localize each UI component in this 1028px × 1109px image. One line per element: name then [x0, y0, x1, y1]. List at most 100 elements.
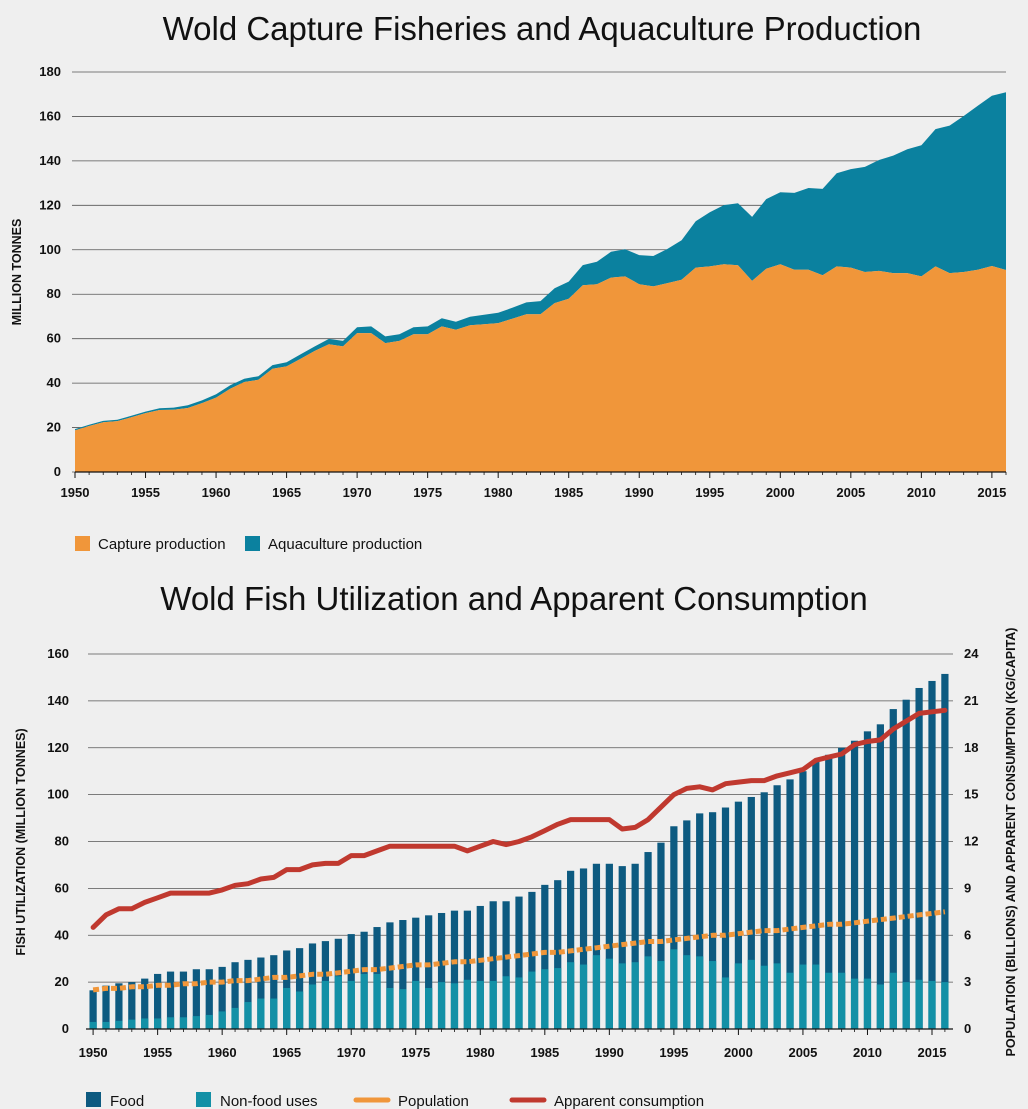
non-food-uses-bar [941, 982, 949, 1029]
non-food-uses-bar [283, 987, 291, 1029]
food-bar [425, 915, 433, 1029]
chart2-y2-tick-label: 0 [964, 1021, 971, 1036]
non-food-uses-bar [773, 963, 781, 1029]
non-food-uses-bar [928, 980, 936, 1029]
chart2-legend-label: Population [398, 1093, 469, 1109]
non-food-uses-bar [115, 1020, 123, 1029]
food-bar [941, 673, 949, 1029]
non-food-uses-bar [515, 977, 523, 1029]
non-food-uses-bar [141, 1018, 149, 1029]
food-bar [760, 792, 768, 1029]
non-food-uses-bar [257, 998, 265, 1029]
chart2-y2-tick-label: 21 [964, 693, 978, 708]
food-bar [734, 801, 743, 1029]
chart1-areas [75, 92, 1006, 472]
chart1-x-tick-label: 2005 [836, 485, 865, 500]
chart2-legend-swatch [196, 1092, 211, 1107]
food-bar [579, 868, 588, 1029]
chart1-x-tick-label: 1965 [272, 485, 301, 500]
food-bar [115, 983, 123, 1029]
non-food-uses-bar [670, 949, 678, 1029]
food-bar [747, 796, 755, 1029]
chart2-y-tick-label: 20 [55, 974, 69, 989]
chart1-x-tick-label: 1990 [625, 485, 654, 500]
non-food-uses-bar [502, 976, 510, 1029]
chart1-y-tick-label: 100 [39, 242, 61, 257]
chart2-x-tick-label: 1975 [401, 1045, 430, 1060]
chart2-legend-swatch [86, 1092, 101, 1107]
non-food-uses-bar [179, 1017, 188, 1029]
chart2-y2-tick-label: 6 [964, 927, 971, 942]
capture-production-area [75, 264, 1006, 472]
non-food-uses-bar [708, 961, 717, 1029]
food-bar [244, 959, 252, 1029]
non-food-uses-bar [463, 979, 471, 1029]
chart1-y-tick-label: 20 [47, 420, 61, 435]
chart1-y-tick-label: 120 [39, 197, 61, 212]
food-bar [825, 754, 833, 1029]
chart2-x-tick-label: 2010 [853, 1045, 882, 1060]
chart1-title: Wold Capture Fisheries and Aquaculture P… [162, 10, 922, 47]
chart1-x-tick-label: 1995 [695, 485, 724, 500]
non-food-uses-bar [270, 998, 278, 1029]
non-food-uses-bar [373, 973, 381, 1029]
chart2-legend: Food Non-food uses Population Apparent cons… [86, 1092, 704, 1109]
chart1-legend-swatch [75, 536, 90, 551]
chart2-y-tick-label: 160 [47, 646, 69, 661]
non-food-uses-bar [618, 963, 626, 1029]
chart2-y2-tick-label: 12 [964, 834, 978, 849]
chart2-bars [89, 673, 949, 1029]
chart2-x-tick-label: 1965 [272, 1045, 301, 1060]
chart1-x-tick-label: 2000 [766, 485, 795, 500]
food-bar [192, 969, 200, 1029]
non-food-uses-bar [541, 969, 549, 1029]
non-food-uses-bar [489, 980, 497, 1029]
food-bar [683, 820, 691, 1029]
non-food-uses-bar [205, 1014, 213, 1029]
non-food-uses-bar [721, 977, 730, 1029]
non-food-uses-bar [683, 955, 691, 1029]
chart2-x-tick-label: 1950 [79, 1045, 108, 1060]
food-bar [141, 978, 149, 1029]
non-food-uses-bar [321, 980, 330, 1029]
non-food-uses-bar [631, 962, 639, 1029]
chart1-y-tick-label: 80 [47, 286, 61, 301]
non-food-uses-bar [734, 963, 743, 1029]
chart2-y-axis-label: FISH UTILIZATION (MILLION TONNES) [14, 728, 28, 955]
chart2-legend-label: Non-food uses [220, 1093, 318, 1109]
food-bar [812, 761, 820, 1029]
food-bar [179, 971, 188, 1029]
non-food-uses-bar [592, 955, 601, 1029]
non-food-uses-bar [850, 978, 859, 1029]
chart1-y-axis-label: MILLION TONNES [10, 219, 24, 326]
food-bar [502, 901, 510, 1029]
non-food-uses-bar [386, 987, 394, 1029]
food-bar [696, 813, 704, 1029]
non-food-uses-bar [838, 972, 846, 1029]
chart2-y-tick-label: 100 [47, 787, 69, 802]
non-food-uses-bar [308, 984, 317, 1029]
non-food-uses-bar [295, 991, 304, 1029]
non-food-uses-bar [102, 1021, 110, 1029]
food-bar [205, 969, 213, 1029]
food-bar [231, 962, 239, 1029]
chart2-x-tick-label: 2005 [788, 1045, 817, 1060]
non-food-uses-bar [863, 978, 872, 1029]
non-food-uses-bar [915, 979, 923, 1029]
chart1-plot: 0 20 40 60 80 100 120 140 160 180 1950 1955 1960 1965… [10, 64, 1007, 553]
chart2-legend-label: Apparent consumption [554, 1093, 704, 1109]
chart1-x-tick-label: 1960 [202, 485, 231, 500]
chart1-y-tick-label: 160 [39, 108, 61, 123]
food-bar [154, 973, 162, 1029]
food-bar [618, 866, 626, 1029]
chart1-y-tick-label: 0 [54, 464, 61, 479]
chart2-x-tick-label: 1990 [595, 1045, 624, 1060]
non-food-uses-bar [902, 982, 910, 1029]
chart2-x-tick-label: 2015 [918, 1045, 947, 1060]
non-food-uses-bar [231, 1007, 239, 1029]
non-food-uses-bar [889, 972, 897, 1029]
food-bar [399, 920, 407, 1029]
non-food-uses-bar [154, 1018, 162, 1029]
chart2-x-tick-label: 1980 [466, 1045, 495, 1060]
